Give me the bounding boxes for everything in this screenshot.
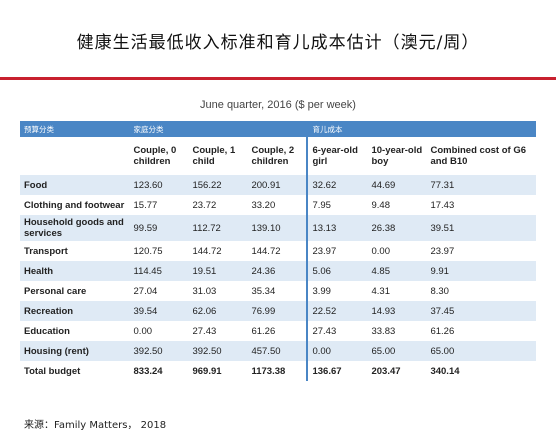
cell: 61.26 [430, 325, 455, 337]
column-header: Combined cost of G6 and B10 [430, 145, 526, 167]
group-header: 育儿成本 [306, 121, 536, 137]
row: Food 123.60 156.22 200.91 32.62 44.69 77.31 [20, 175, 536, 195]
cell: 17.43 [430, 199, 455, 211]
cell: 9.91 [426, 261, 536, 281]
cell: 392.50 [188, 341, 248, 361]
cell: 144.72 [192, 245, 222, 257]
group-header: 家庭分类 [129, 121, 308, 137]
cell: 340.14 [430, 365, 460, 377]
cell: 5.06 [306, 261, 368, 281]
cell: 99.59 [129, 215, 189, 241]
cell: 23.97 [430, 245, 455, 257]
group-header: 预算分类 [20, 121, 130, 137]
cell: 4.85 [367, 261, 427, 281]
column-header: 6-year-old girl [306, 137, 368, 175]
row-label: Transport [24, 245, 68, 257]
row: Housing (rent) 392.50 392.50 457.50 0.00 65.0… [20, 341, 536, 361]
cell: 0.00 [306, 341, 368, 361]
cell: 39.51 [426, 215, 536, 241]
row: Total budget 833.24 969.91 1173.38 136.67 203… [20, 361, 536, 381]
cell: 27.43 [306, 321, 368, 341]
cell: 4.31 [371, 285, 390, 297]
cell: 23.72 [192, 199, 217, 211]
row: Household goods and services 99.59 112.72 1… [20, 215, 536, 241]
cell: 136.67 [306, 361, 368, 381]
cell: 62.06 [188, 301, 248, 321]
cell: 8.30 [430, 285, 449, 297]
row: Recreation 39.54 62.06 76.99 22.52 14.93 37.45 [20, 301, 536, 321]
row-label: Clothing and footwear [24, 199, 125, 211]
cell: 33.20 [251, 199, 276, 211]
cell: 200.91 [247, 175, 308, 195]
group-row: 预算分类 家庭分类 育儿成本 [20, 121, 536, 137]
cell: 114.45 [129, 261, 189, 281]
cell: 969.91 [192, 365, 222, 377]
cell: 61.26 [251, 325, 276, 337]
cell: 9.48 [371, 199, 390, 211]
row: Personal care 27.04 31.03 35.34 3.99 4.31 8.30 [20, 281, 536, 301]
row: Transport 120.75 144.72 144.72 23.97 0.00 23.9… [20, 241, 536, 261]
column-header: Couple, 2 children [251, 145, 295, 167]
cell: 26.38 [367, 215, 427, 241]
row: Clothing and footwear 15.77 23.72 33.20 7.95… [20, 195, 536, 215]
cell: 7.95 [306, 195, 368, 215]
cell: 123.60 [129, 175, 189, 195]
row-label: Recreation [20, 301, 130, 321]
source: 来源：Family Matters， 2018 [24, 420, 167, 431]
cell: 120.75 [133, 245, 163, 257]
cell: 24.36 [247, 261, 308, 281]
cell: 0.00 [371, 245, 390, 257]
cell: 22.52 [306, 301, 368, 321]
cell: 33.83 [371, 325, 396, 337]
cell: 139.10 [247, 215, 308, 241]
cell: 65.00 [367, 341, 427, 361]
cell: 19.51 [188, 261, 248, 281]
cell: 144.72 [251, 245, 281, 257]
budget-table: 预算分类 家庭分类 育儿成本 Couple, 0 children Couple, 1 … [20, 121, 536, 381]
cell: 27.04 [133, 285, 158, 297]
cell: 23.97 [306, 241, 368, 261]
cell: 112.72 [188, 215, 248, 241]
cell: 833.24 [133, 365, 163, 377]
row: Health 114.45 19.51 24.36 5.06 4.85 9.91 [20, 261, 536, 281]
cell: 32.62 [306, 175, 368, 195]
cell: 44.69 [367, 175, 427, 195]
cell: 13.13 [306, 215, 368, 241]
cell: 14.93 [367, 301, 427, 321]
row: Education 0.00 27.43 61.26 27.43 33.83 61.26 [20, 321, 536, 341]
cell: 3.99 [306, 281, 368, 301]
column-header: 10-year-old boy [371, 145, 423, 167]
row-label: Food [20, 175, 130, 195]
cell: 77.31 [426, 175, 536, 195]
row-label: Education [24, 325, 70, 337]
cell: 65.00 [426, 341, 536, 361]
cell: 15.77 [133, 199, 158, 211]
cell: 35.34 [251, 285, 276, 297]
cell: 156.22 [188, 175, 248, 195]
row-label: Total budget [24, 365, 81, 377]
cell: 392.50 [129, 341, 189, 361]
cell: 37.45 [426, 301, 536, 321]
cell: 76.99 [247, 301, 308, 321]
blank-header [20, 137, 130, 175]
row-label: Health [20, 261, 130, 281]
caption: June quarter, 2016 ($ per week) [200, 99, 356, 111]
row-label: Housing (rent) [20, 341, 130, 361]
column-header: Couple, 0 children [133, 145, 177, 167]
rule [0, 77, 556, 80]
row-label: Personal care [24, 285, 87, 297]
column-row: Couple, 0 children Couple, 1 child Couple,… [20, 137, 536, 175]
cell: 27.43 [192, 325, 217, 337]
title: 健康生活最低收入标准和育儿成本估计（澳元/周） [76, 33, 480, 53]
cell: 39.54 [129, 301, 189, 321]
cell: 31.03 [192, 285, 217, 297]
cell: 203.47 [371, 365, 401, 377]
cell: 457.50 [247, 341, 308, 361]
cell: 1173.38 [251, 365, 286, 377]
cell: 0.00 [133, 325, 153, 337]
row-label: Household goods and services [20, 215, 130, 241]
column-header: Couple, 1 child [192, 145, 236, 167]
